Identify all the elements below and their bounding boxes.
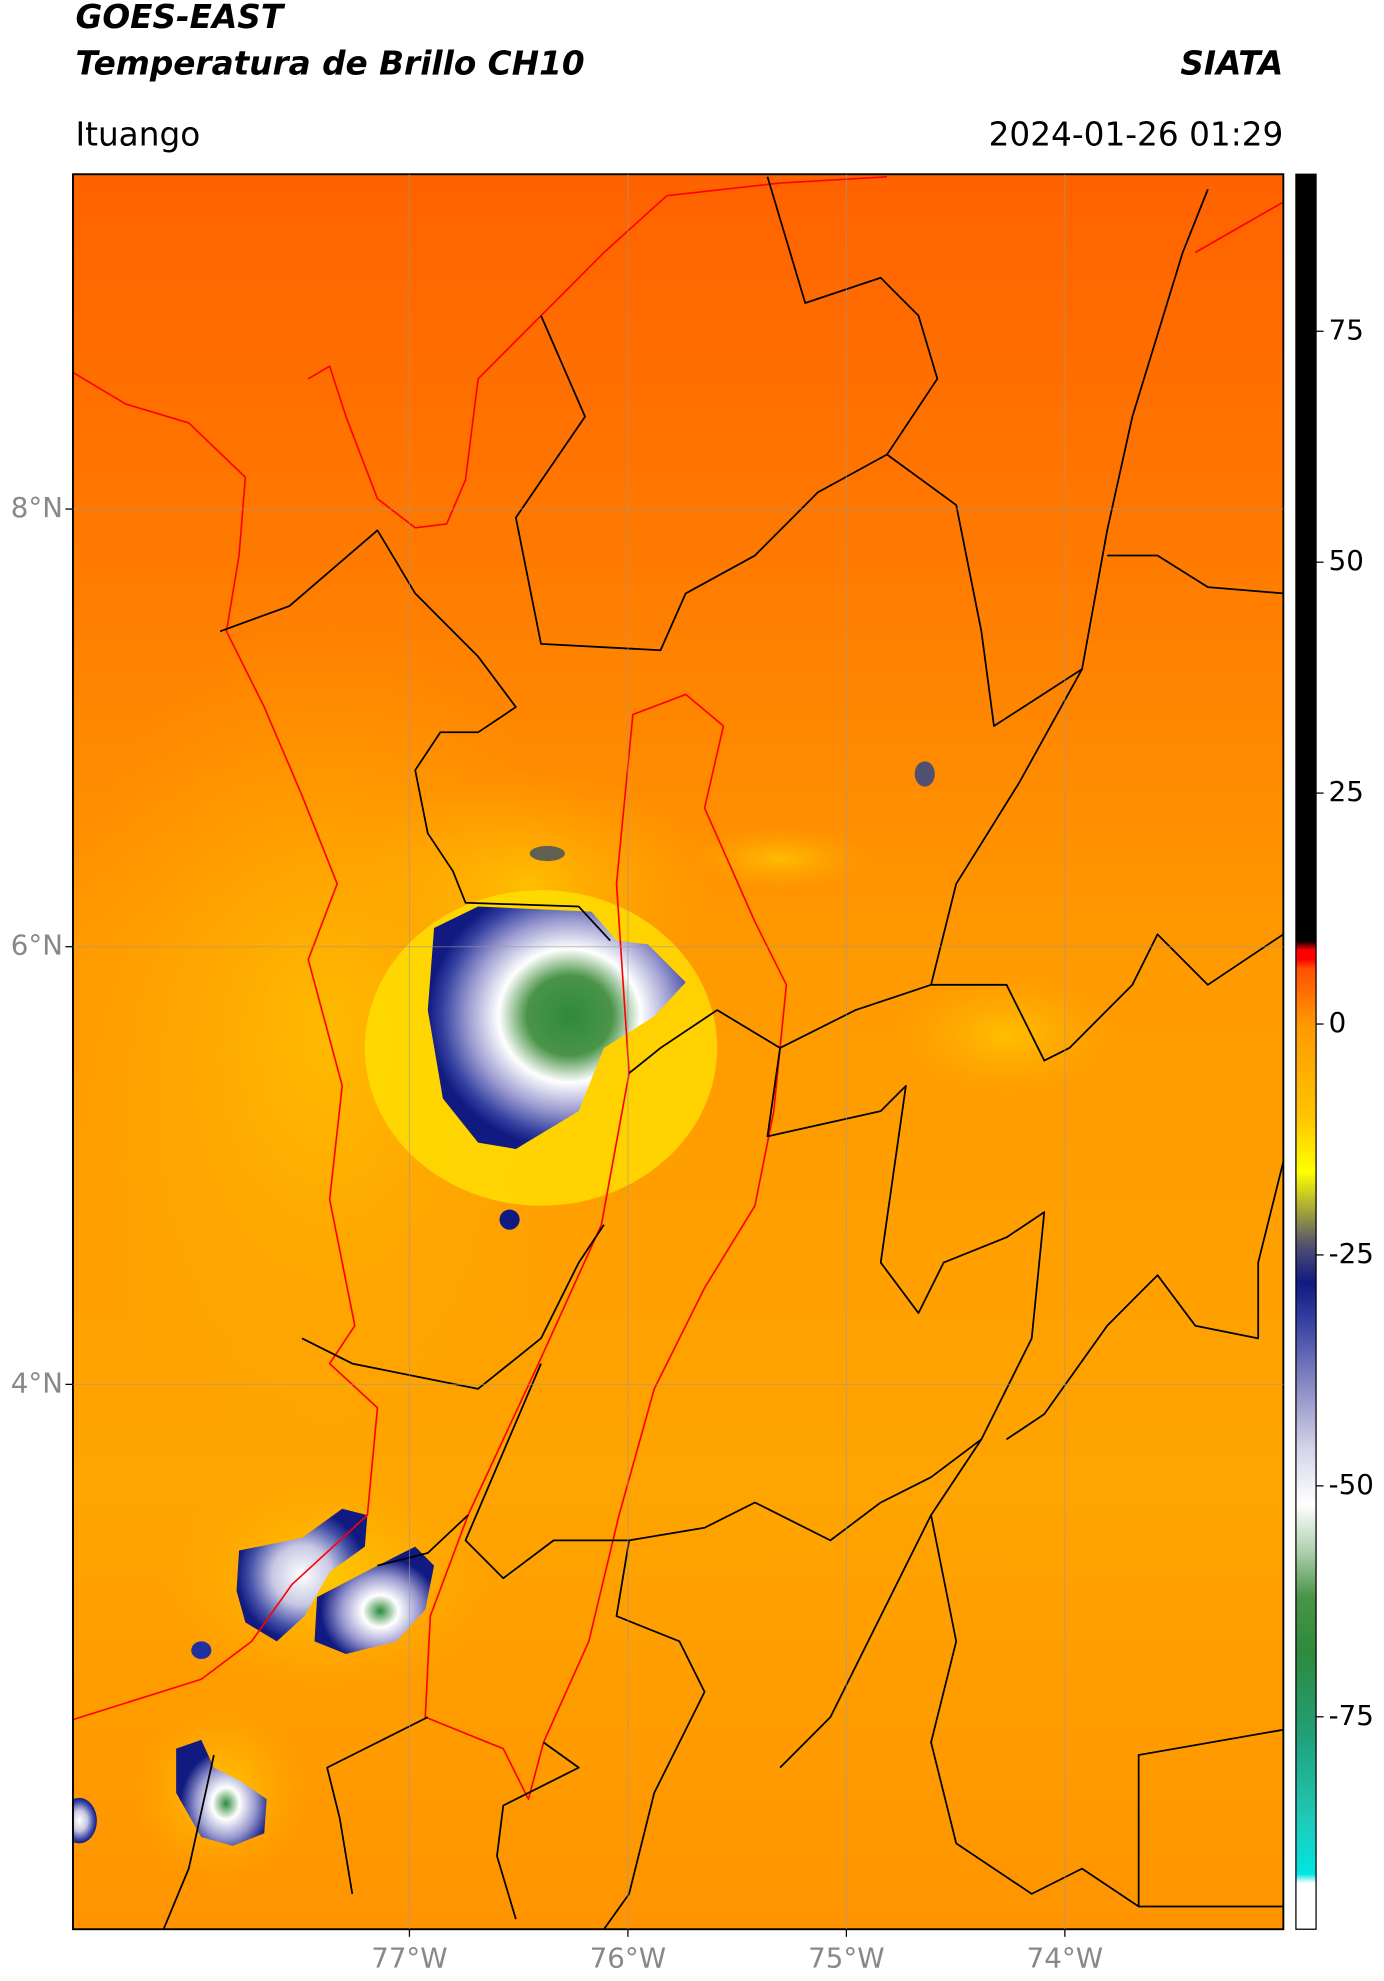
border	[766, 554, 1284, 1769]
warm-area	[893, 972, 1120, 1099]
storm-cloud	[72, 1797, 97, 1844]
border	[301, 1224, 982, 1580]
colorbar-tick-label: 25	[1329, 775, 1364, 808]
colorbar-tick-label: -50	[1329, 1468, 1374, 1501]
coastline	[307, 175, 1284, 529]
x-tick-label: 74°W	[1027, 1942, 1103, 1975]
border	[219, 529, 1083, 1074]
storm-cloud	[191, 1641, 212, 1660]
x-tick-label: 75°W	[808, 1942, 884, 1975]
storm-cloud	[499, 1209, 520, 1230]
map-frame	[72, 173, 1285, 1931]
cloud	[529, 845, 565, 862]
location: Ituango	[75, 115, 200, 153]
subtitle: Temperatura de Brillo CH10	[75, 45, 584, 83]
colorbar-tick-label: -25	[1329, 1237, 1374, 1270]
border	[930, 1161, 1284, 1908]
colorbar	[1295, 173, 1317, 1930]
title: GOES-EAST	[75, 0, 285, 36]
source: SIATA	[1180, 45, 1283, 83]
map	[72, 174, 1284, 1930]
y-tick-label: 4°N	[11, 1366, 63, 1399]
colorbar-tick-label: -75	[1329, 1699, 1374, 1732]
y-tick-label: 6°N	[11, 929, 63, 962]
coastline	[72, 371, 379, 1721]
colorbar-tick-label: 50	[1329, 544, 1364, 577]
department-boundary	[424, 693, 788, 1801]
x-tick-label: 76°W	[590, 1942, 666, 1975]
x-tick-label: 77°W	[371, 1942, 447, 1975]
datetime: 2024-01-26 01:29	[989, 115, 1284, 153]
colorbar-tick-label: 75	[1329, 313, 1364, 346]
y-tick-label: 8°N	[11, 491, 63, 524]
colorbar-tick-label: 0	[1329, 1006, 1347, 1039]
axes: 77°W 76°W 75°W 74°W 8°N 6°N 4°N 75 50 25 0 -25 -50 -7…	[11, 174, 1374, 1975]
warm-area	[163, 1464, 491, 1692]
border	[162, 1540, 706, 1930]
cloud	[914, 761, 935, 787]
storm-cloud	[314, 1546, 435, 1654]
warm-area	[692, 826, 869, 891]
